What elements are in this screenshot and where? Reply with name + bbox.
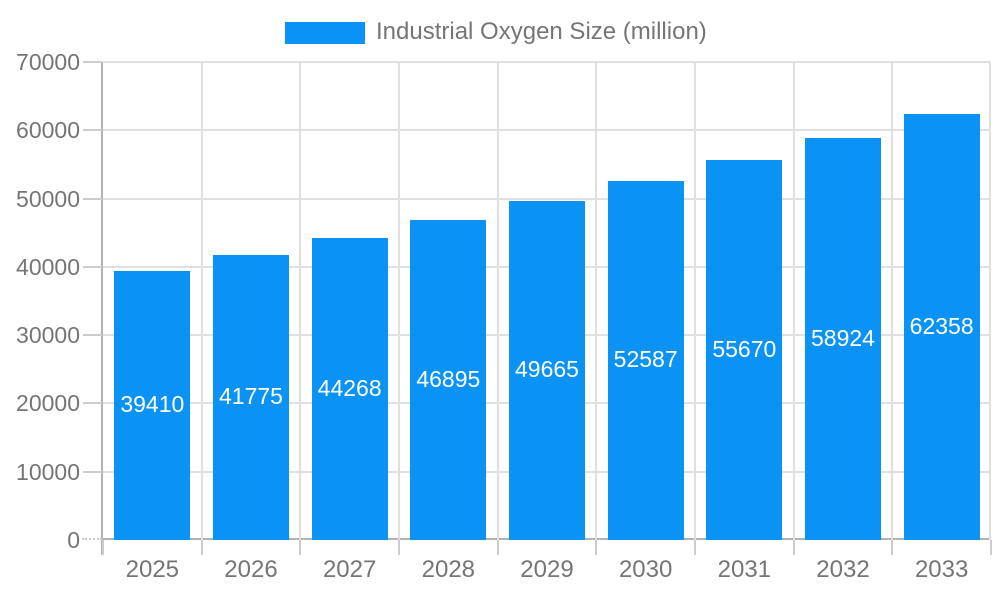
x-tick-label: 2032 [816,556,870,583]
y-axis-tick [83,265,102,268]
legend-label: Industrial Oxygen Size (million) [376,18,707,45]
x-tick-label: 2033 [914,556,969,583]
y-axis-tick [83,197,102,200]
v-gridline [595,62,598,540]
x-tick-label: 2026 [224,556,278,583]
y-tick-label: 20000 [16,390,80,417]
x-tick-label: 2029 [520,556,574,583]
y-axis-tick [83,470,102,473]
x-tick-label: 2025 [125,556,180,583]
x-axis-tick [102,540,104,555]
bar[interactable] [706,159,783,540]
v-gridline [200,62,203,540]
v-gridline [891,62,894,540]
bar[interactable] [311,237,388,540]
legend-item[interactable]: Industrial Oxygen Size (million) [285,18,707,46]
x-axis-tick [200,540,203,555]
v-gridline [398,62,400,540]
bar[interactable] [509,200,585,540]
x-axis-tick [299,540,302,555]
h-gridline [103,61,991,63]
v-gridline [299,62,302,540]
x-axis-tick [792,540,795,555]
x-axis-tick [891,540,894,555]
x-axis-tick [694,540,696,555]
x-axis-tick [990,540,992,555]
h-gridline [103,197,991,200]
h-gridline [103,129,991,132]
y-tick-label: 50000 [16,185,80,212]
y-tick-label: 0 [67,527,80,553]
bar[interactable] [410,219,487,540]
y-tick-label: 60000 [16,117,80,144]
y-tick-label: 70000 [16,49,80,75]
y-tick-label: 10000 [16,458,80,485]
x-tick-label: 2027 [322,556,377,583]
x-axis-tick [496,540,499,555]
y-tick-label: 30000 [16,322,80,349]
x-axis-tick [595,540,598,555]
x-axis-tick [398,540,400,555]
plot-area: 39410 41775 44268 46895 49665 52587 55670 58924… [103,61,991,540]
legend-color-swatch [285,22,365,44]
y-axis-tick [83,402,102,405]
bar[interactable] [213,254,289,540]
v-gridline [496,62,499,540]
v-gridline [694,62,696,540]
bar[interactable] [805,137,881,540]
x-tick-label: 2028 [421,556,476,583]
y-axis-tick [83,61,102,63]
y-axis-tick [83,334,102,337]
zero-tick-dotted [82,538,102,540]
bar[interactable] [607,180,684,540]
v-gridline [989,62,991,540]
y-axis-line [101,62,103,555]
v-gridline [792,62,795,540]
y-tick-label: 40000 [16,253,80,280]
y-axis-tick [83,129,102,132]
x-tick-label: 2030 [618,556,673,583]
bar[interactable] [903,114,980,540]
x-tick-label: 2031 [717,556,772,583]
bar[interactable] [114,270,191,540]
